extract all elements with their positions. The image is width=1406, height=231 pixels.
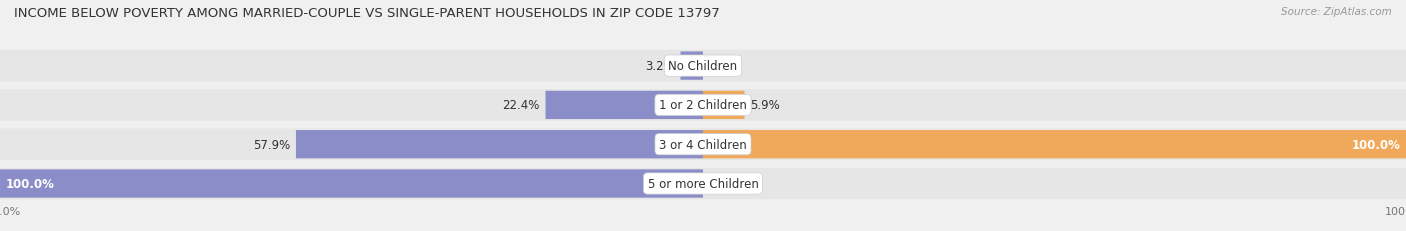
Text: 57.9%: 57.9% xyxy=(253,138,291,151)
Text: 3 or 4 Children: 3 or 4 Children xyxy=(659,138,747,151)
FancyBboxPatch shape xyxy=(0,129,1406,160)
FancyBboxPatch shape xyxy=(0,90,1406,121)
FancyBboxPatch shape xyxy=(703,91,745,119)
Text: No Children: No Children xyxy=(668,60,738,73)
Text: 5.9%: 5.9% xyxy=(751,99,780,112)
Text: Source: ZipAtlas.com: Source: ZipAtlas.com xyxy=(1281,7,1392,17)
Text: 1 or 2 Children: 1 or 2 Children xyxy=(659,99,747,112)
Text: 0.0%: 0.0% xyxy=(709,177,738,190)
FancyBboxPatch shape xyxy=(546,91,703,119)
Text: 5 or more Children: 5 or more Children xyxy=(648,177,758,190)
Text: 0.0%: 0.0% xyxy=(709,60,738,73)
Text: 22.4%: 22.4% xyxy=(502,99,540,112)
FancyBboxPatch shape xyxy=(703,131,1406,159)
FancyBboxPatch shape xyxy=(0,51,1406,82)
Text: 3.2%: 3.2% xyxy=(645,60,675,73)
Text: 100.0%: 100.0% xyxy=(6,177,55,190)
FancyBboxPatch shape xyxy=(0,170,703,198)
FancyBboxPatch shape xyxy=(297,131,703,159)
FancyBboxPatch shape xyxy=(0,168,1406,199)
Text: INCOME BELOW POVERTY AMONG MARRIED-COUPLE VS SINGLE-PARENT HOUSEHOLDS IN ZIP COD: INCOME BELOW POVERTY AMONG MARRIED-COUPL… xyxy=(14,7,720,20)
FancyBboxPatch shape xyxy=(681,52,703,80)
Text: 100.0%: 100.0% xyxy=(1351,138,1400,151)
